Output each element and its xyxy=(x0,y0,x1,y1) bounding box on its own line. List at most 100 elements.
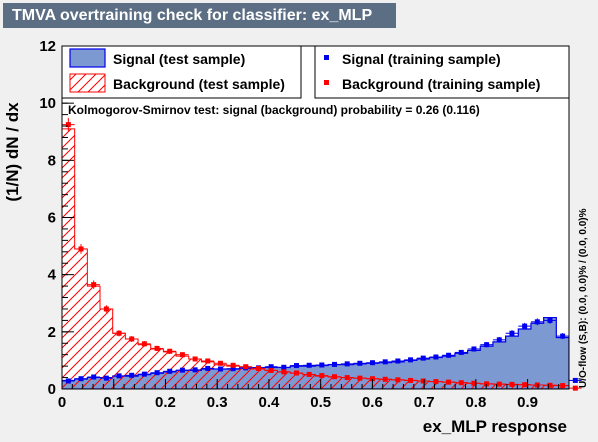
signal-train-marker xyxy=(150,370,164,376)
x-axis-label: ex_MLP response xyxy=(423,417,567,436)
background-train-marker xyxy=(340,375,354,381)
background-train-marker xyxy=(569,385,582,391)
signal-train-marker xyxy=(74,376,88,382)
plot-area xyxy=(62,46,569,389)
signal-train-marker xyxy=(492,336,506,343)
chart-title: TMVA overtraining check for classifier: … xyxy=(3,3,396,28)
signal-train-marker xyxy=(556,333,569,340)
signal-train-marker xyxy=(442,352,455,358)
legend-signal-train-label: Signal (training sample) xyxy=(342,51,501,67)
signal-train-marker xyxy=(467,346,481,352)
background-train-marker xyxy=(252,365,265,371)
signal-train-marker xyxy=(366,360,379,366)
x-tick-label: 0.7 xyxy=(414,394,435,411)
signal-train-marker xyxy=(302,362,316,368)
signal-train-marker xyxy=(543,316,557,324)
legend-signal-train-marker xyxy=(324,55,329,60)
x-tick-label: 0.9 xyxy=(517,394,538,411)
ks-test-annotation: Kolmogorov-Smirnov test: signal (backgro… xyxy=(68,103,480,117)
background-train-marker xyxy=(138,341,151,347)
signal-train-marker xyxy=(62,378,75,384)
legend-background-train-label: Background (training sample) xyxy=(342,76,540,92)
y-tick-label: 2 xyxy=(48,324,56,341)
legend-background-test-label: Background (test sample) xyxy=(113,76,285,92)
legend-right: Signal (training sample) Background (tra… xyxy=(314,45,570,99)
x-tick-label: 0.6 xyxy=(362,394,383,411)
background-train-marker xyxy=(74,244,88,254)
signal-train-marker xyxy=(340,361,354,367)
background-train-marker xyxy=(277,369,291,375)
background-train-marker xyxy=(442,379,455,385)
legend-left: Signal (test sample) Background (test sa… xyxy=(61,45,302,99)
background-train-marker xyxy=(378,376,392,382)
background-train-marker xyxy=(100,305,113,313)
signal-train-marker xyxy=(454,349,468,355)
background-train-marker xyxy=(391,377,405,383)
background-train-marker xyxy=(163,348,177,354)
signal-train-marker xyxy=(100,375,113,381)
signal-train-marker xyxy=(163,368,177,374)
background-train-marker xyxy=(239,364,253,370)
signal-train-marker xyxy=(569,377,582,383)
background-train-marker xyxy=(125,336,139,342)
background-train-marker xyxy=(543,382,557,388)
signal-train-marker xyxy=(290,363,303,369)
background-train-marker xyxy=(214,360,227,366)
signal-train-marker xyxy=(429,354,443,360)
signal-train-marker xyxy=(112,373,126,379)
background-train-marker xyxy=(290,370,303,376)
signal-train-marker xyxy=(138,371,151,377)
signal-train-marker xyxy=(518,322,531,330)
background-train-marker xyxy=(518,382,531,388)
background-train-marker xyxy=(492,381,506,387)
background-train-marker xyxy=(429,379,443,385)
signal-train-marker xyxy=(201,365,215,371)
legend-background-train-marker xyxy=(324,80,329,85)
background-train-marker xyxy=(87,280,101,289)
y-tick-label: 10 xyxy=(39,95,56,112)
background-train-marker xyxy=(530,382,544,388)
legend-signal-test-label: Signal (test sample) xyxy=(113,51,245,67)
legend-signal-test-swatch xyxy=(69,48,106,68)
signal-train-marker xyxy=(416,355,430,361)
background-train-marker xyxy=(315,373,329,379)
signal-train-marker xyxy=(315,362,329,368)
background-train-marker xyxy=(328,374,341,380)
signal-train-marker xyxy=(378,359,392,365)
y-tick-label: 12 xyxy=(39,38,56,55)
overflow-side-label: U/O-flow (S,B): (0.0, 0.0)% / (0.0, 0.0)… xyxy=(578,208,589,388)
y-tick-label: 6 xyxy=(48,210,56,227)
signal-train-marker xyxy=(353,360,367,366)
background-train-marker xyxy=(454,380,468,386)
signal-train-marker xyxy=(87,374,101,380)
y-tick-label: 4 xyxy=(48,267,57,284)
background-train-marker xyxy=(226,362,240,368)
background-train-marker xyxy=(176,352,189,358)
x-tick-label: 0.5 xyxy=(310,394,331,411)
y-axis-label: (1/N) dN / dx xyxy=(3,102,22,202)
x-tick-label: 0.1 xyxy=(103,394,124,411)
background-train-marker xyxy=(302,371,316,377)
background-train-marker xyxy=(467,380,481,386)
background-train-marker xyxy=(505,381,519,387)
signal-train-marker xyxy=(125,372,139,378)
background-train-marker xyxy=(188,356,202,362)
signal-train-marker xyxy=(176,367,189,373)
x-tick-label: 0 xyxy=(58,394,66,411)
y-tick-label: 0 xyxy=(48,381,56,398)
background-train-marker xyxy=(353,375,367,381)
signal-train-marker xyxy=(505,330,519,337)
background-train-marker xyxy=(62,117,75,132)
legend-background-test-swatch xyxy=(69,73,106,93)
signal-train-marker xyxy=(277,364,291,370)
x-tick-label: 0.3 xyxy=(207,394,228,411)
background-train-marker xyxy=(150,345,164,352)
signal-train-marker xyxy=(480,341,493,348)
signal-train-marker xyxy=(391,358,405,364)
background-train-marker xyxy=(201,358,215,364)
background-train-marker xyxy=(416,378,430,384)
signal-train-marker xyxy=(188,367,202,373)
signal-train-marker xyxy=(328,361,341,367)
signal-train-marker xyxy=(530,318,544,326)
